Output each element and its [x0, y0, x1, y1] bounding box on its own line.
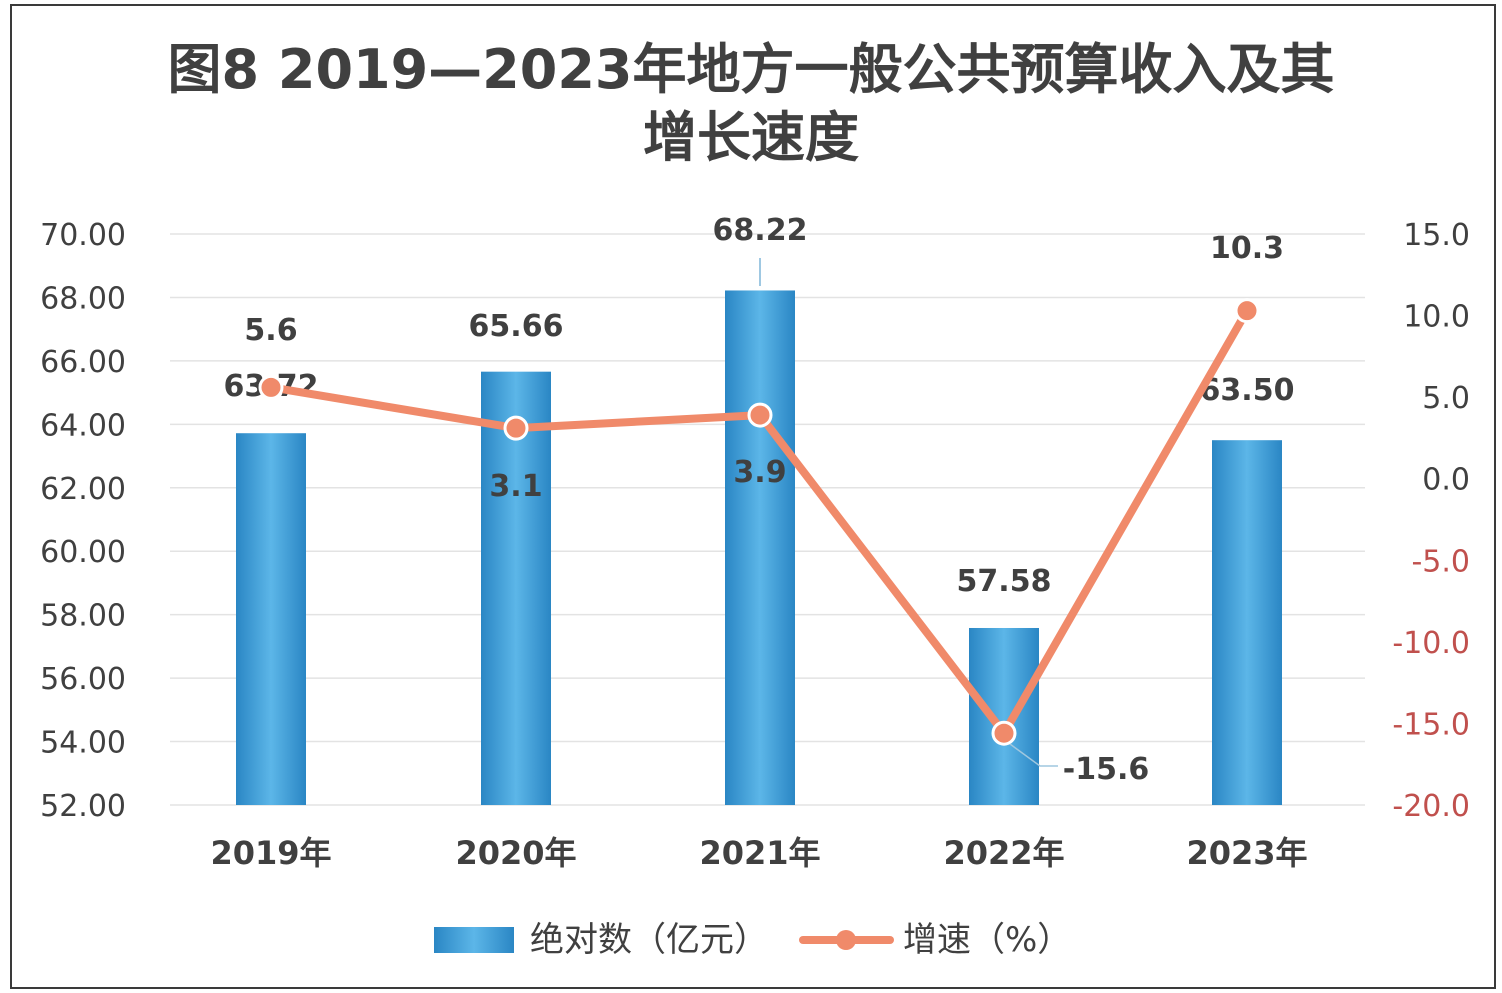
left-tick-7: 66.00 [40, 345, 126, 380]
growth-label-4: 10.3 [1210, 231, 1284, 266]
legend-line-marker [836, 930, 856, 950]
legend-bar-swatch [434, 927, 514, 953]
bar-label-3: 57.58 [957, 564, 1052, 599]
growth-label-3: -15.6 [1063, 752, 1149, 787]
chart-title-line1: 图8 2019—2023年地方一般公共预算收入及其 [167, 38, 1335, 101]
bar-3 [969, 627, 1039, 805]
right-tick-4: 0.0 [1422, 463, 1470, 498]
bar-0 [236, 433, 306, 805]
growth-point-3 [991, 720, 1017, 746]
chart-title-line2: 增长速度 [643, 106, 859, 169]
right-axis: -20.0 -15.0 -10.0 -5.0 0.0 5.0 10.0 15.0 [1392, 218, 1470, 824]
growth-label-1: 3.1 [489, 469, 542, 504]
legend-line-label: 增速（%） [903, 920, 1071, 960]
bar-4 [1212, 440, 1282, 805]
growth-label-leader-3 [1009, 743, 1058, 767]
left-tick-4: 60.00 [40, 535, 126, 570]
line-series: 5.6 3.1 3.9 -15.6 10.3 [244, 231, 1284, 787]
left-tick-3: 58.00 [40, 599, 126, 634]
right-tick-0: -20.0 [1392, 789, 1470, 824]
chart-title: 图8 2019—2023年地方一般公共预算收入及其 增长速度 [0, 36, 1502, 172]
left-tick-1: 54.00 [40, 726, 126, 761]
right-tick-5: 5.0 [1422, 381, 1470, 416]
growth-point-0 [258, 374, 284, 400]
right-tick-3: -5.0 [1411, 544, 1470, 579]
left-tick-9: 70.00 [40, 218, 126, 253]
left-tick-5: 62.00 [40, 472, 126, 507]
right-tick-6: 10.0 [1403, 300, 1470, 335]
right-tick-1: -15.0 [1392, 707, 1470, 742]
bar-label-2: 68.22 [713, 213, 808, 248]
growth-label-2: 3.9 [733, 455, 786, 490]
bar-label-1: 65.66 [469, 309, 564, 344]
left-axis: 52.00 54.00 56.00 58.00 60.00 62.00 64.00 66.00… [40, 218, 126, 824]
category-label-4: 2023年 [1186, 834, 1307, 872]
growth-point-2 [747, 402, 773, 428]
growth-point-1 [503, 415, 529, 441]
legend-bar-label: 绝对数（亿元） [530, 920, 768, 960]
bar-label-4: 63.50 [1200, 373, 1295, 408]
left-tick-6: 64.00 [40, 408, 126, 443]
growth-point-4 [1234, 298, 1260, 324]
right-tick-7: 15.0 [1403, 218, 1470, 253]
left-tick-8: 68.00 [40, 281, 126, 316]
left-tick-0: 52.00 [40, 789, 126, 824]
right-tick-2: -10.0 [1392, 626, 1470, 661]
category-axis: 2019年 2020年 2021年 2022年 2023年 [210, 834, 1307, 872]
category-label-3: 2022年 [943, 834, 1064, 872]
growth-label-0: 5.6 [244, 313, 297, 348]
bar-1 [481, 371, 551, 805]
category-label-2: 2021年 [699, 834, 820, 872]
category-label-0: 2019年 [210, 834, 331, 872]
left-tick-2: 56.00 [40, 662, 126, 697]
category-label-1: 2020年 [455, 834, 576, 872]
bar-2 [725, 290, 795, 805]
legend: 绝对数（亿元） 增速（%） [434, 920, 1071, 960]
